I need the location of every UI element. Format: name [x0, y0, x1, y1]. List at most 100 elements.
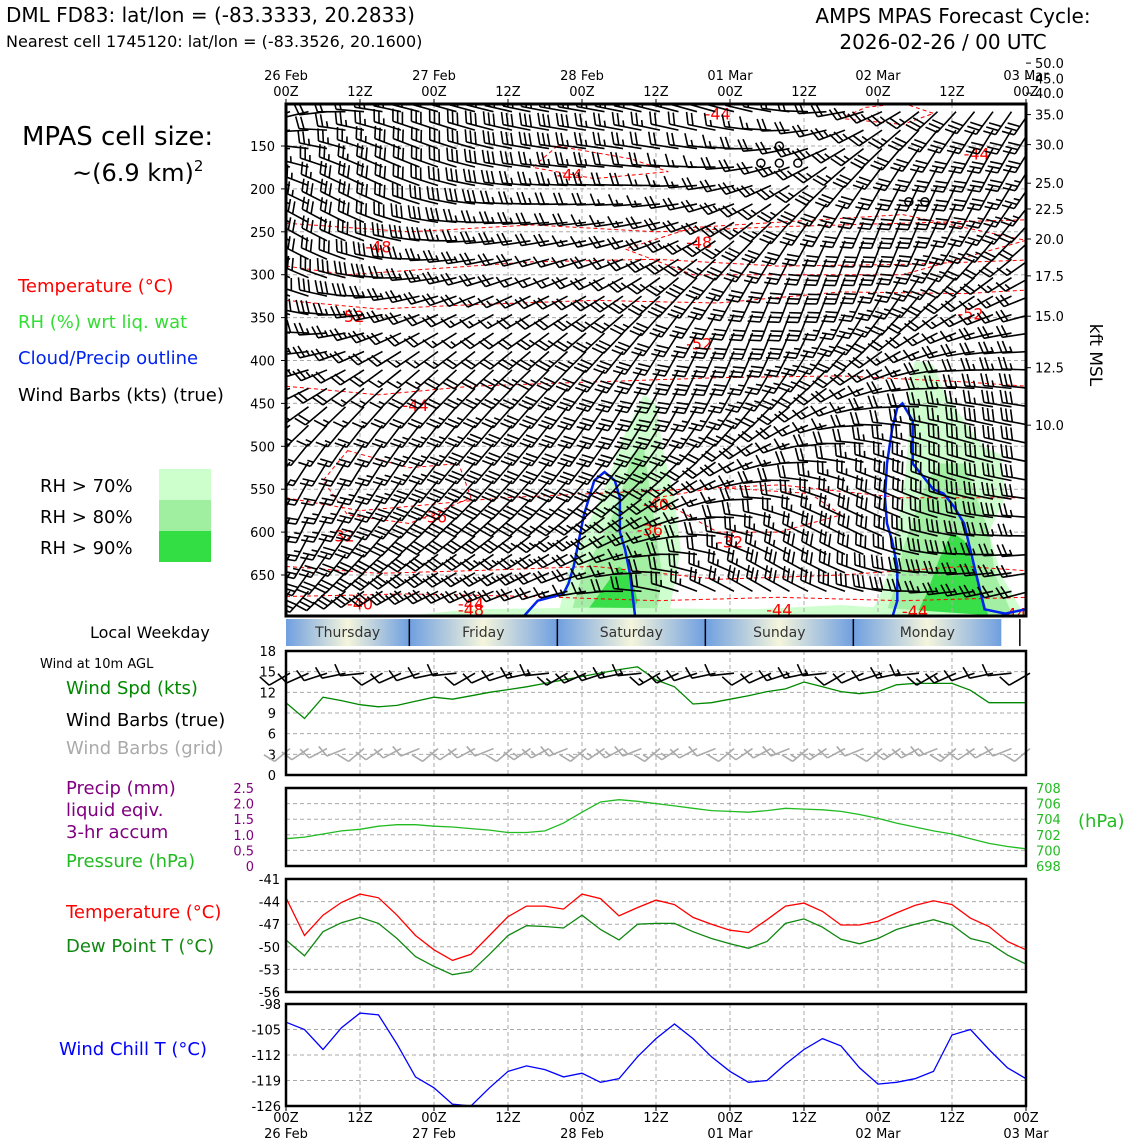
barb-flag [812, 380, 824, 389]
barb-flag [520, 212, 527, 225]
barb-flag [684, 133, 689, 146]
barb-half [567, 508, 574, 513]
barb-flag [719, 231, 731, 240]
wind-barb [407, 498, 439, 521]
wind-barb [797, 203, 828, 227]
barb-flag [784, 282, 797, 286]
barb-flag [657, 383, 671, 387]
barb-flag [615, 132, 620, 146]
barb-flag [874, 299, 888, 303]
barb-flag [953, 199, 967, 203]
barb-flag [770, 330, 784, 333]
barb-flag [873, 457, 876, 471]
wind-barb [299, 461, 328, 487]
barb-flag [537, 479, 551, 485]
wind-barb [392, 108, 420, 131]
barb-flag [503, 492, 516, 499]
barb-flag [817, 431, 823, 444]
barb-flag [817, 362, 831, 370]
wind-barb [385, 332, 420, 347]
barb-flag [634, 132, 639, 146]
barb-flag [724, 251, 737, 259]
barb-flag [424, 530, 437, 538]
barb-flag [492, 113, 496, 127]
wind-barb [710, 332, 735, 360]
barb-flag [632, 559, 638, 572]
wind-barb [910, 477, 938, 500]
barb-flag [746, 300, 759, 304]
barb-flag [394, 541, 407, 550]
barb-flag [781, 382, 794, 389]
wind-barb [464, 129, 494, 150]
barb-flag [721, 254, 734, 262]
barb-flag [878, 223, 892, 226]
barb-flag [394, 574, 405, 584]
barb-flag [356, 143, 359, 156]
barb-half [420, 473, 428, 478]
barb-flag [269, 255, 271, 268]
barb-half [825, 174, 832, 180]
barb-flag [339, 561, 353, 569]
wind-barb [312, 387, 346, 406]
wind-barb [796, 462, 827, 482]
barb-flag [703, 112, 708, 126]
barb-half [605, 473, 613, 478]
wind-barb [369, 535, 402, 557]
barb-flag [355, 263, 361, 277]
barb-flag [316, 394, 328, 403]
barb-flag [687, 104, 690, 105]
barb-flag [792, 174, 804, 184]
barb-flag [897, 179, 911, 184]
wind-barb [839, 222, 865, 249]
wind-barb [459, 252, 494, 266]
barb-flag [426, 314, 437, 326]
wind-barb [479, 350, 513, 370]
barb-flag [424, 381, 437, 390]
barb-half [727, 120, 731, 128]
barb-flag [949, 407, 953, 421]
barb-flag [703, 202, 714, 214]
barb-flag [669, 287, 682, 295]
barb-flag [870, 164, 883, 171]
barb-flag [562, 471, 576, 478]
barb-flag [949, 145, 963, 151]
barb-flag [260, 459, 272, 464]
barb-flag [538, 339, 550, 348]
barb-flag [667, 265, 680, 274]
barb-flag [339, 577, 351, 586]
wind-barb [940, 583, 975, 597]
barb-flag [497, 212, 504, 225]
barb-flag [931, 499, 935, 513]
wind-barb [690, 388, 717, 415]
wind-barb [741, 498, 772, 519]
barb-flag [301, 521, 315, 525]
barb-flag [741, 498, 745, 512]
barb-half [718, 402, 726, 405]
barb-staff [286, 350, 309, 356]
barb-flag [650, 444, 664, 450]
wind-barb [370, 516, 402, 540]
barb-flag [330, 376, 341, 386]
barb-flag [533, 558, 544, 569]
barb-flag [665, 538, 670, 552]
barb-flag [766, 369, 780, 373]
wind-barb [463, 461, 495, 485]
wind-barb [793, 104, 827, 115]
wind-barb [334, 535, 365, 559]
barb-flag [794, 447, 800, 461]
barb-flag [850, 161, 863, 169]
barb-flag [487, 131, 491, 144]
barb-half [585, 120, 588, 128]
barb-flag [914, 184, 927, 189]
barb-flag [691, 393, 704, 397]
barb-flag [481, 574, 493, 585]
barb-flag [909, 168, 923, 173]
wind-barb [643, 515, 679, 528]
barb-flag [616, 441, 630, 446]
barb-flag [767, 352, 781, 356]
barb-flag [500, 588, 510, 600]
wind-barb [444, 187, 476, 205]
barb-flag [385, 358, 397, 368]
barb-flag [537, 297, 548, 308]
barb-flag [458, 297, 469, 308]
